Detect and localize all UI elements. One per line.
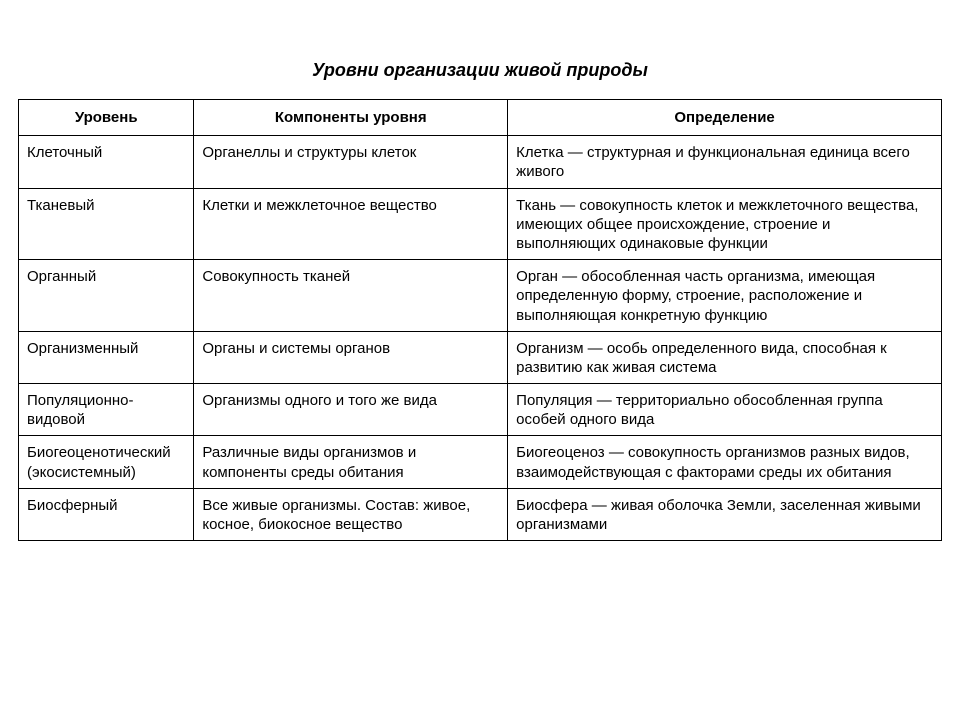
cell-components: Органы и системы органов bbox=[194, 331, 508, 383]
cell-definition: Популяция — территориально обособлен­ная… bbox=[508, 384, 942, 436]
table-row: Органный Совокупность тканей Орган — обо… bbox=[19, 260, 942, 332]
cell-level: Популяционно-видовой bbox=[19, 384, 194, 436]
cell-components: Клетки и межклеточное вещество bbox=[194, 188, 508, 260]
cell-level: Биогеоценотиче­ский (экосистем­ный) bbox=[19, 436, 194, 488]
cell-components: Все живые организмы. Состав: жи­вое, кос… bbox=[194, 488, 508, 540]
cell-level: Органный bbox=[19, 260, 194, 332]
table-row: Биосферный Все живые организмы. Состав: … bbox=[19, 488, 942, 540]
col-header-definition: Определение bbox=[508, 100, 942, 136]
table-row: Популяционно-видовой Организмы одного и … bbox=[19, 384, 942, 436]
cell-level: Биосферный bbox=[19, 488, 194, 540]
cell-definition: Клетка — структурная и функциональная ед… bbox=[508, 136, 942, 188]
col-header-level: Уровень bbox=[19, 100, 194, 136]
cell-definition: Биосфера — живая оболочка Земли, заселен… bbox=[508, 488, 942, 540]
cell-components: Совокупность тканей bbox=[194, 260, 508, 332]
cell-definition: Ткань — совокупность клеток и межклеточ­… bbox=[508, 188, 942, 260]
cell-definition: Орган — обособленная часть организма, им… bbox=[508, 260, 942, 332]
table-row: Клеточный Органеллы и структуры клеток К… bbox=[19, 136, 942, 188]
table-row: Организменный Органы и системы органов О… bbox=[19, 331, 942, 383]
table-header-row: Уровень Компоненты уровня Определение bbox=[19, 100, 942, 136]
table-container: Уровень Компоненты уровня Определение Кл… bbox=[0, 99, 960, 541]
cell-definition: Организм — особь определенного вида, спо… bbox=[508, 331, 942, 383]
cell-components: Организмы одного и того же вида bbox=[194, 384, 508, 436]
cell-definition: Биогеоценоз — совокупность организмов ра… bbox=[508, 436, 942, 488]
col-header-components: Компоненты уровня bbox=[194, 100, 508, 136]
levels-table: Уровень Компоненты уровня Определение Кл… bbox=[18, 99, 942, 541]
cell-level: Организменный bbox=[19, 331, 194, 383]
cell-level: Тканевый bbox=[19, 188, 194, 260]
page-title: Уровни организации живой природы bbox=[0, 60, 960, 81]
cell-components: Органеллы и структуры клеток bbox=[194, 136, 508, 188]
table-row: Тканевый Клетки и межклеточное вещество … bbox=[19, 188, 942, 260]
cell-level: Клеточный bbox=[19, 136, 194, 188]
table-row: Биогеоценотиче­ский (экосистем­ный) Разл… bbox=[19, 436, 942, 488]
cell-components: Различные виды организмов и компоненты с… bbox=[194, 436, 508, 488]
